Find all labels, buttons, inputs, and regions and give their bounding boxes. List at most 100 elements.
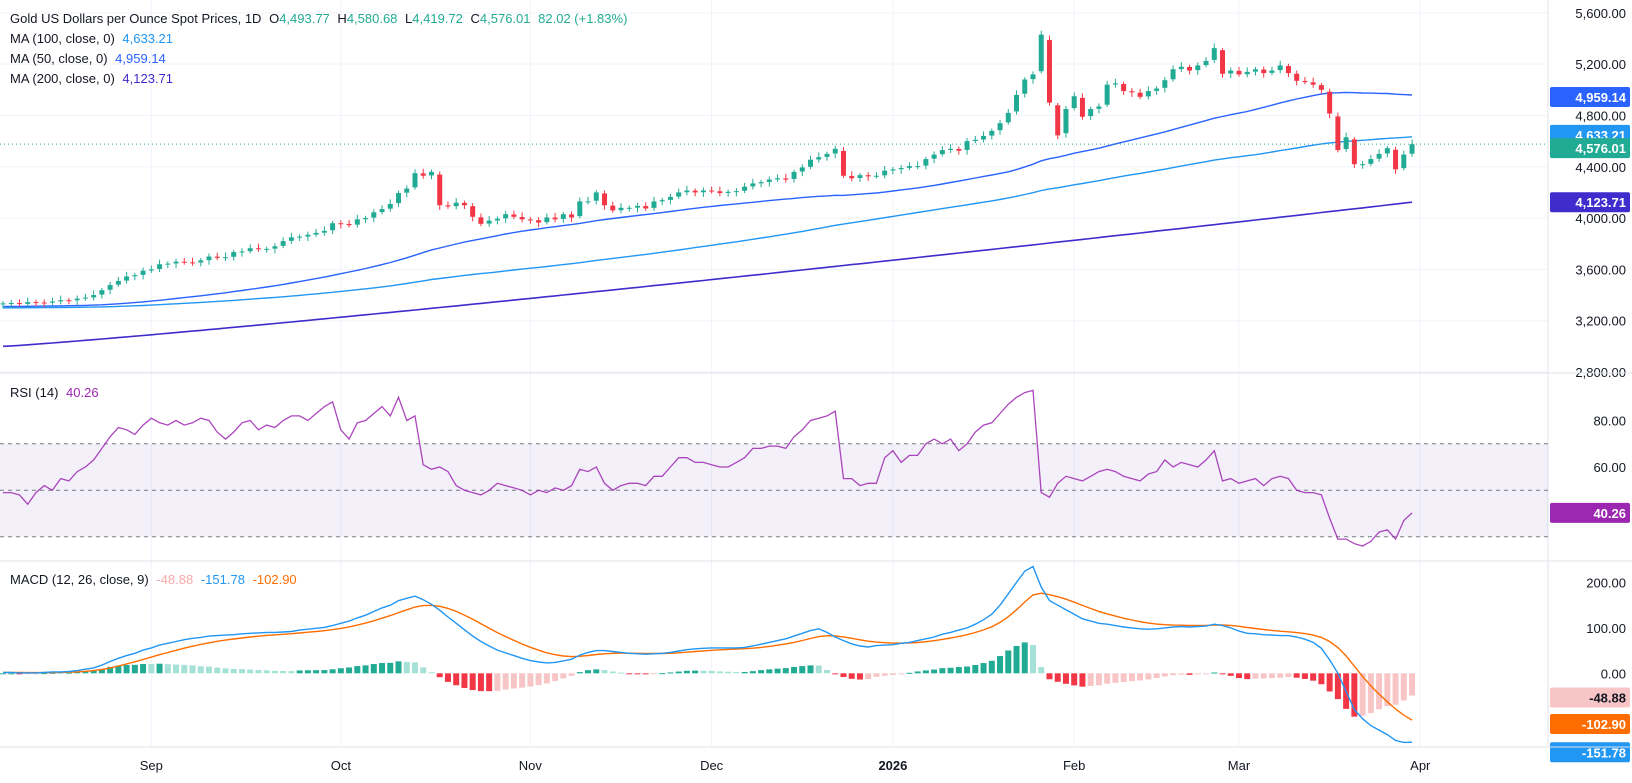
macd-histogram-bar	[1301, 673, 1308, 679]
candle-body	[1236, 70, 1242, 75]
candle-body	[1327, 91, 1333, 114]
candle-body	[1252, 69, 1258, 72]
macd-histogram-bar	[1079, 673, 1086, 687]
macd-histogram-bar	[1310, 673, 1317, 681]
rsi-legend[interactable]: RSI (14) 40.26	[10, 383, 103, 403]
macd-histogram-bar	[173, 664, 180, 674]
ma200-axis-label: 4,123.71	[1575, 195, 1626, 210]
rsi-tick-label: 80.00	[1593, 414, 1626, 429]
macd-histogram-bar	[98, 668, 105, 674]
candle-body	[1244, 71, 1250, 75]
time-axis[interactable]: Sep Oct Nov Dec 2026 Feb Mar Apr	[0, 746, 1632, 773]
open-label: O	[269, 11, 280, 26]
candle-body	[1170, 69, 1176, 80]
candle-body	[775, 178, 781, 180]
macd-histogram-bar	[1145, 673, 1152, 680]
candle-body	[915, 166, 921, 168]
candle-body	[297, 236, 303, 238]
macd-histogram-bar	[123, 664, 130, 674]
candle-body	[676, 192, 682, 197]
candle-body	[552, 217, 558, 220]
macd-label: MACD (12, 26, close, 9)	[10, 572, 149, 587]
macd-histogram-bar	[766, 669, 773, 674]
candle-body	[1079, 97, 1085, 117]
legend-ma50-row[interactable]: MA (50, close, 0) 4,959.14	[10, 49, 631, 69]
macd-histogram-bar	[1400, 673, 1407, 701]
candle-body	[1005, 112, 1011, 123]
macd-histogram-bar	[939, 668, 946, 674]
candle-body	[1228, 70, 1234, 74]
candle-body	[667, 196, 673, 200]
macd-histogram-bar	[222, 668, 229, 674]
macd-histogram-bar	[90, 670, 97, 674]
price-tick-label: 3,200.00	[1575, 314, 1626, 329]
macd-legend[interactable]: MACD (12, 26, close, 9) -48.88 -151.78 -…	[10, 570, 301, 590]
macd-histogram-bar	[156, 663, 163, 674]
candle-body	[618, 207, 624, 211]
rsi-pane[interactable]: 80.00 60.00 40.26	[0, 372, 1632, 547]
macd-histogram-bar	[568, 673, 575, 676]
macd-histogram-bar	[387, 662, 394, 674]
macd-histogram-bar	[197, 666, 204, 674]
macd-histogram-bar	[8, 673, 15, 675]
candle-body	[387, 203, 393, 209]
macd-histogram-bar	[543, 673, 550, 684]
candle-body	[445, 205, 451, 207]
candle-body	[898, 168, 904, 170]
macd-pane[interactable]: 200.00 100.00 0.00 -48.88 -102.90 -151.78	[0, 560, 1632, 763]
macd-histogram-bar	[552, 673, 559, 682]
macd-histogram-bar	[1260, 673, 1267, 679]
macd-signal-axis-label: -102.90	[1582, 717, 1626, 732]
candle-body	[1121, 83, 1127, 92]
macd-histogram-bar	[1359, 673, 1366, 716]
macd-histogram-bar	[181, 664, 188, 674]
legend-ma100-row[interactable]: MA (100, close, 0) 4,633.21	[10, 29, 631, 49]
candle-body	[692, 190, 698, 193]
candle-body	[239, 251, 245, 253]
macd-histogram-bar	[922, 670, 929, 674]
macd-histogram-bar	[140, 663, 147, 674]
rsi-axis-label: 40.26	[1593, 506, 1626, 521]
candle-body	[742, 186, 748, 191]
macd-histogram-bar	[1062, 673, 1069, 684]
candle-body	[1030, 74, 1036, 80]
candle-body	[1104, 84, 1110, 105]
macd-histogram-bar	[288, 671, 295, 674]
ma100-value: 4,633.21	[122, 31, 174, 46]
macd-histogram-bar	[321, 670, 328, 674]
candle-body	[453, 202, 459, 207]
candle-body	[157, 264, 163, 269]
candle-body	[1063, 109, 1069, 134]
macd-histogram-bar	[1153, 673, 1160, 678]
candle-body	[1285, 66, 1291, 74]
macd-histogram-bar	[1161, 673, 1168, 677]
candle-body	[1022, 79, 1028, 94]
macd-histogram-bar	[848, 673, 855, 679]
macd-histogram-bar	[782, 668, 789, 674]
legend-ma200-row[interactable]: MA (200, close, 0) 4,123.71	[10, 69, 631, 89]
candle-body	[1211, 48, 1217, 60]
candle-body	[544, 217, 550, 223]
candle-body	[107, 285, 113, 290]
macd-histogram-bar	[865, 673, 872, 680]
macd-histogram-bar	[1334, 673, 1341, 700]
candle-body	[560, 214, 566, 219]
candle-body	[404, 188, 410, 193]
last-price-axis-label-bg	[1550, 138, 1630, 159]
close-value: 4,576.01	[479, 11, 531, 26]
macd-histogram-bar	[873, 673, 880, 677]
macd-histogram-bar	[585, 670, 592, 674]
open-value: 4,493.77	[279, 11, 330, 26]
rsi-value: 40.26	[66, 385, 99, 400]
time-tick-label: Apr	[1410, 758, 1431, 773]
macd-histogram-bar	[519, 673, 526, 688]
candle-body	[1014, 94, 1020, 112]
candle-body	[165, 263, 171, 265]
candle-body	[428, 171, 434, 176]
macd-histogram-bar	[57, 672, 64, 674]
candle-body	[148, 269, 154, 271]
macd-hist-axis-label-bg	[1550, 687, 1630, 708]
candle-body	[412, 173, 418, 188]
low-label: L	[405, 11, 413, 26]
macd-histogram-bar	[527, 673, 534, 687]
